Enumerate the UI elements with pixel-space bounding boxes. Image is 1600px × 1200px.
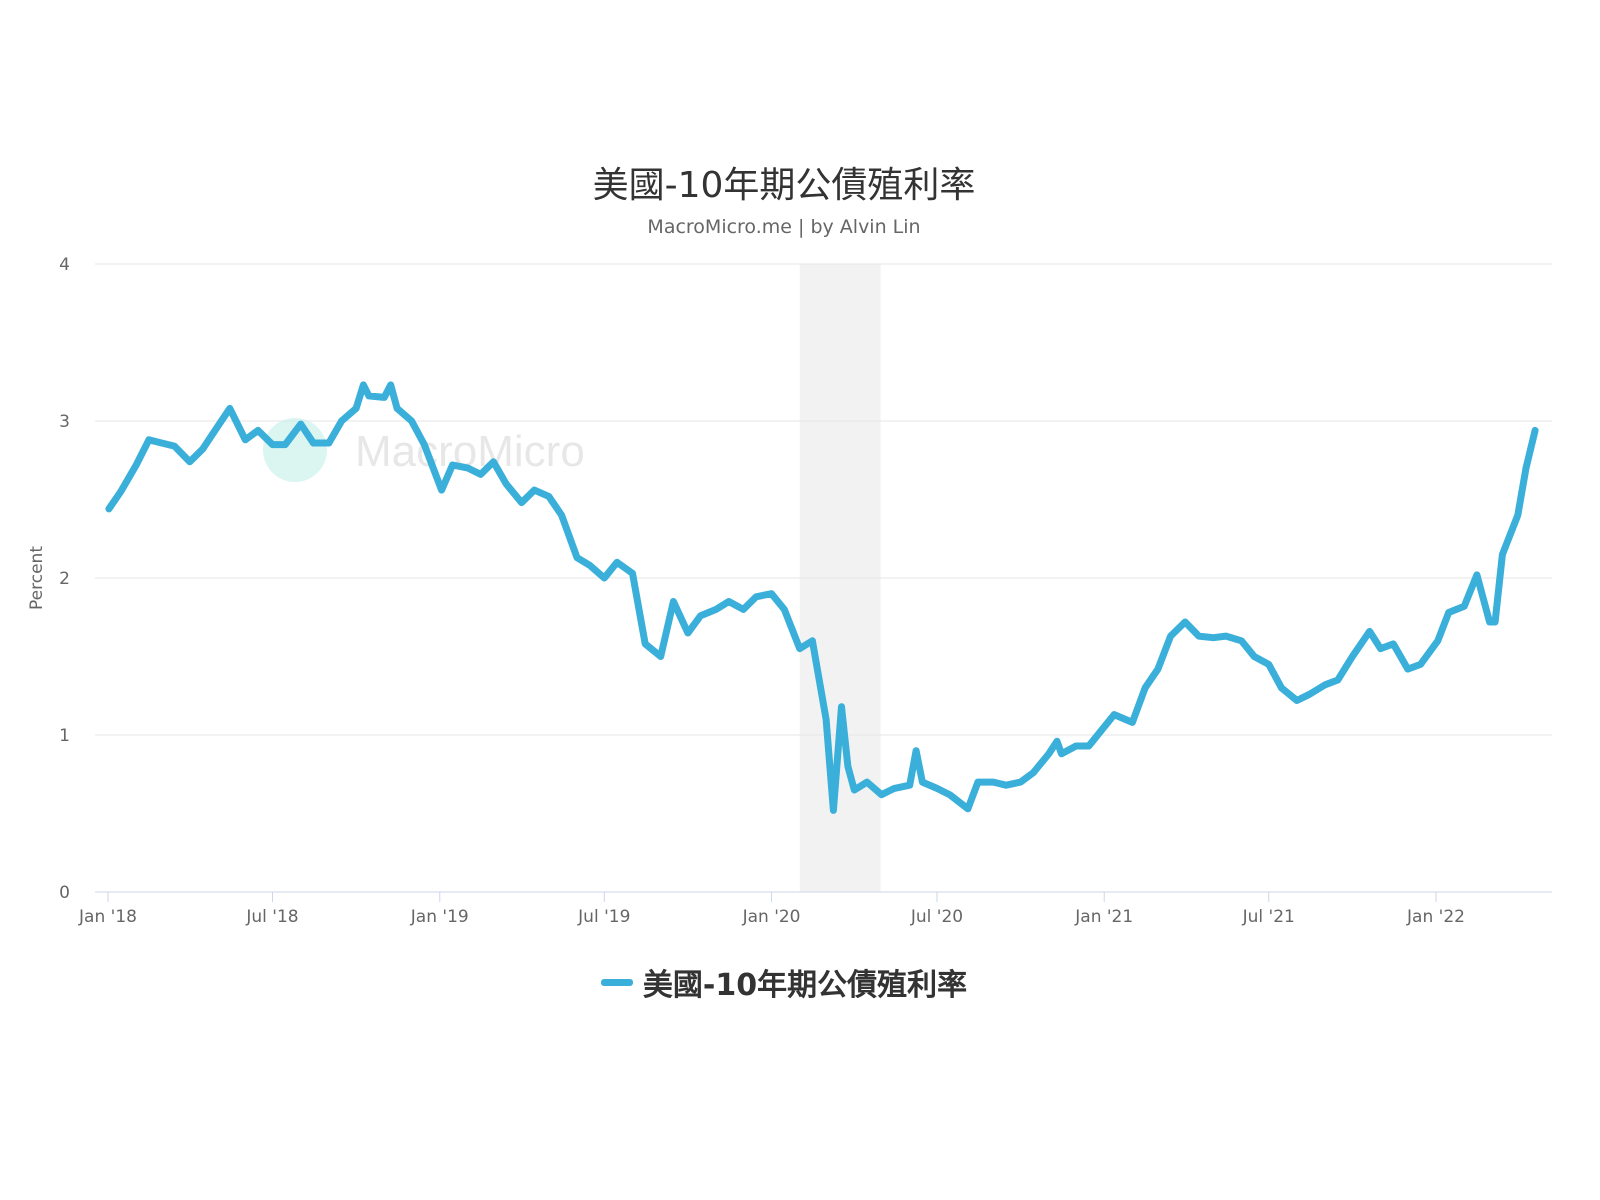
y-tick-label: 0 xyxy=(59,883,70,903)
series-line xyxy=(105,381,1539,814)
legend-swatch xyxy=(600,978,633,986)
y-tick-label: 1 xyxy=(59,726,70,746)
chart-title: 美國-10年期公債殖利率 xyxy=(592,165,976,206)
x-tick-label: Jul '19 xyxy=(577,907,630,927)
x-tick-label: Jul '18 xyxy=(245,907,298,927)
y-axis-label: Percent xyxy=(27,546,47,610)
x-tick-label: Jan '22 xyxy=(1406,907,1465,927)
x-tick-label: Jan '20 xyxy=(742,907,801,927)
x-tick-label: Jul '21 xyxy=(1242,907,1295,927)
x-tick-label: Jan '21 xyxy=(1074,907,1133,927)
legend-label: 美國-10年期公債殖利率 xyxy=(642,968,968,1003)
legend[interactable]: 美國-10年期公債殖利率 xyxy=(0,960,1568,1004)
y-tick-label: 3 xyxy=(59,412,70,432)
x-tick-label: Jul '20 xyxy=(910,907,963,927)
x-tick-label: Jan '19 xyxy=(410,907,469,927)
y-tick-label: 2 xyxy=(59,569,70,589)
x-tick-label: Jan '18 xyxy=(78,907,137,927)
y-tick-label: 4 xyxy=(59,255,70,275)
chart-subtitle: MacroMicro.me | by Alvin Lin xyxy=(647,216,921,238)
